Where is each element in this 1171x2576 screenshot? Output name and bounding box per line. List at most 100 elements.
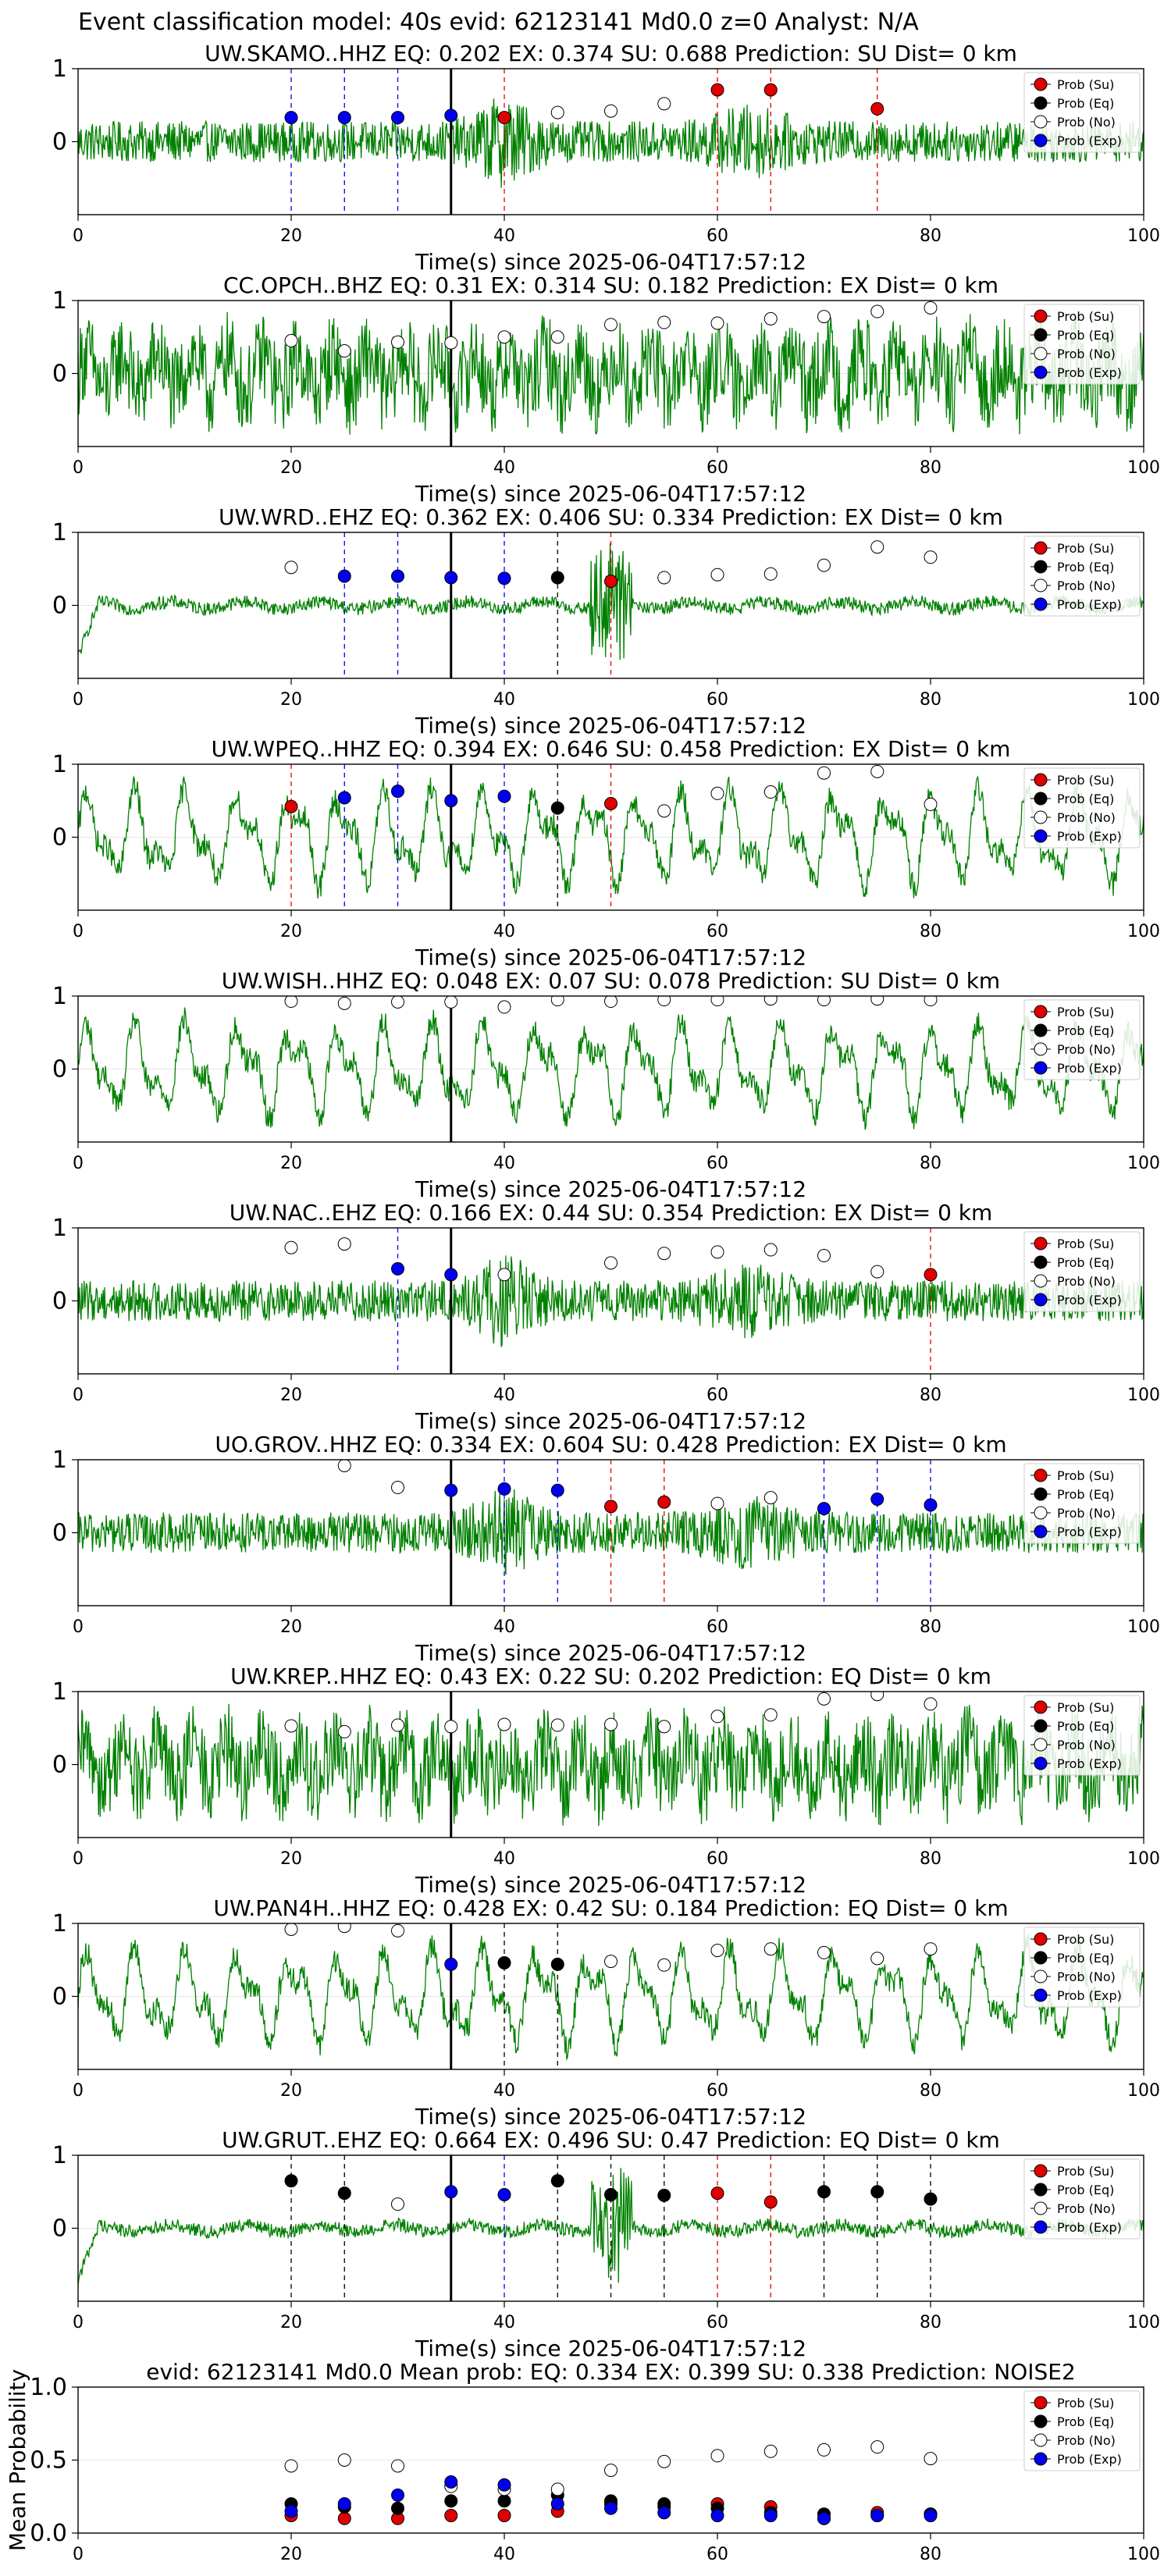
y-tick-label: 0.5 — [30, 2447, 67, 2475]
mean-marker-exp — [497, 2478, 511, 2492]
prob-marker-no — [284, 560, 298, 575]
legend-label-exp: Prob (Exp) — [1057, 1988, 1122, 2003]
x-tick-label: 80 — [920, 2313, 941, 2332]
x-axis-label: Time(s) since 2025-06-04T17:57:12 — [415, 2104, 806, 2129]
legend-label-su: Prob (Su) — [1057, 1236, 1114, 1251]
prob-marker-su — [870, 101, 884, 116]
prob-marker-no — [763, 1491, 778, 1505]
legend-marker-su — [1034, 1932, 1048, 1946]
prob-marker-no — [391, 2197, 404, 2211]
waveform-trace — [78, 1489, 1144, 1575]
waveform-trace — [78, 1255, 1144, 1347]
x-tick-label: 80 — [920, 1849, 941, 1869]
legend-label-no: Prob (No) — [1057, 2433, 1116, 2448]
x-tick-label: 0 — [73, 922, 84, 941]
mean-marker-no — [924, 2452, 938, 2466]
prob-marker-no — [817, 1945, 831, 1959]
legend-label-eq: Prob (Eq) — [1057, 1951, 1114, 1966]
legend-label-eq: Prob (Eq) — [1057, 1719, 1114, 1734]
prob-marker-no — [391, 1718, 404, 1732]
x-tick-label: 100 — [1127, 690, 1160, 710]
y-axis-label: Mean Probability — [5, 2369, 30, 2551]
legend-marker-su — [1034, 541, 1048, 555]
panels: UW.SKAMO..HHZ EQ: 0.202 EX: 0.374 SU: 0.… — [5, 41, 1160, 2564]
chart-panel-2: CC.OPCH..BHZ EQ: 0.31 EX: 0.314 SU: 0.18… — [52, 272, 1160, 507]
prob-marker-exp — [444, 2185, 458, 2199]
prob-marker-no — [817, 996, 831, 1007]
legend-label-exp: Prob (Exp) — [1057, 1756, 1122, 1771]
mean-marker-exp — [337, 2497, 351, 2511]
prob-marker-no — [924, 1942, 938, 1956]
mean-marker-exp — [391, 2488, 404, 2502]
legend: Prob (Su) Prob (Eq) Prob (No) Prob (Exp) — [1023, 1695, 1141, 1776]
x-tick-label: 80 — [920, 226, 941, 246]
prob-marker-no — [657, 1720, 671, 1734]
x-tick-label: 40 — [493, 2545, 515, 2564]
legend-marker-su — [1034, 2164, 1048, 2178]
prob-marker-no — [337, 996, 351, 1010]
prob-marker-no — [550, 330, 564, 344]
panel-title: UW.WPEQ..HHZ EQ: 0.394 EX: 0.646 SU: 0.4… — [212, 736, 1011, 762]
legend-frame — [1023, 72, 1141, 153]
prob-marker-no — [604, 318, 618, 332]
x-tick-label: 80 — [920, 2545, 941, 2564]
prob-marker-su — [763, 83, 778, 97]
prob-marker-no — [710, 1245, 724, 1259]
prob-marker-exp — [497, 789, 511, 803]
prob-marker-no — [763, 1243, 778, 1257]
prob-marker-su — [604, 575, 618, 589]
y-tick-label: 1 — [52, 1215, 67, 1242]
chart-panel-4: UW.WPEQ..HHZ EQ: 0.394 EX: 0.646 SU: 0.4… — [52, 736, 1160, 970]
prob-marker-no — [763, 567, 778, 581]
legend: Prob (Su) Prob (Eq) Prob (No) Prob (Exp) — [1023, 72, 1141, 153]
prob-marker-no — [337, 1724, 351, 1738]
x-tick-label: 100 — [1127, 1849, 1160, 1869]
panel-title: UW.SKAMO..HHZ EQ: 0.202 EX: 0.374 SU: 0.… — [205, 41, 1017, 66]
prob-marker-no — [924, 550, 938, 564]
legend-label-no: Prob (No) — [1057, 347, 1116, 361]
prob-marker-no — [924, 797, 938, 811]
chart-panel-6: UW.NAC..EHZ EQ: 0.166 EX: 0.44 SU: 0.354… — [52, 1200, 1160, 1434]
prob-marker-no — [817, 766, 831, 780]
x-tick-label: 100 — [1127, 922, 1160, 941]
legend-frame — [1023, 1231, 1141, 1312]
x-tick-label: 100 — [1127, 2545, 1160, 2564]
panel-title: UW.WRD..EHZ EQ: 0.362 EX: 0.406 SU: 0.33… — [219, 504, 1003, 530]
legend-label-su: Prob (Su) — [1057, 1932, 1114, 1947]
mean-marker-no — [710, 2449, 724, 2463]
prob-marker-no — [550, 996, 564, 1007]
legend-marker-eq — [1034, 96, 1048, 110]
prob-marker-exp — [444, 1483, 458, 1497]
prob-marker-exp — [497, 2187, 511, 2201]
legend-marker-exp — [1034, 829, 1048, 843]
y-tick-label: 0 — [52, 1288, 67, 1315]
prob-marker-no — [870, 996, 884, 1006]
y-tick-label: 1 — [52, 1678, 67, 1706]
legend-label-exp: Prob (Exp) — [1057, 1525, 1122, 1539]
panel-title: UW.GRUT..EHZ EQ: 0.664 EX: 0.496 SU: 0.4… — [222, 2127, 1000, 2153]
legend-marker-su — [1034, 309, 1048, 323]
prob-marker-no — [817, 310, 831, 324]
prob-marker-no — [710, 316, 724, 330]
legend-label-exp: Prob (Exp) — [1057, 829, 1122, 844]
plot-area — [78, 2155, 1144, 2301]
prob-marker-exp — [337, 569, 351, 583]
mean-marker-no — [550, 2482, 564, 2496]
legend-label-eq: Prob (Eq) — [1057, 2183, 1114, 2197]
prob-marker-eq — [284, 2174, 298, 2188]
legend-marker-no — [1034, 1969, 1048, 1984]
prob-marker-exp — [337, 111, 351, 125]
prob-marker-eq — [550, 2174, 564, 2188]
y-tick-label: 1 — [52, 1910, 67, 1937]
legend-marker-no — [1034, 810, 1048, 824]
x-tick-label: 80 — [920, 458, 941, 478]
prob-marker-eq — [550, 1957, 564, 1971]
x-tick-label: 60 — [707, 690, 728, 710]
legend-label-su: Prob (Su) — [1057, 1005, 1114, 1019]
mean-marker-no — [817, 2443, 831, 2457]
mean-marker-no — [337, 2453, 351, 2467]
waveform-trace — [78, 1007, 1144, 1130]
legend-marker-no — [1034, 2201, 1048, 2215]
legend-frame — [1023, 999, 1141, 1080]
x-axis-label: Time(s) since 2025-06-04T17:57:12 — [415, 1408, 806, 1434]
